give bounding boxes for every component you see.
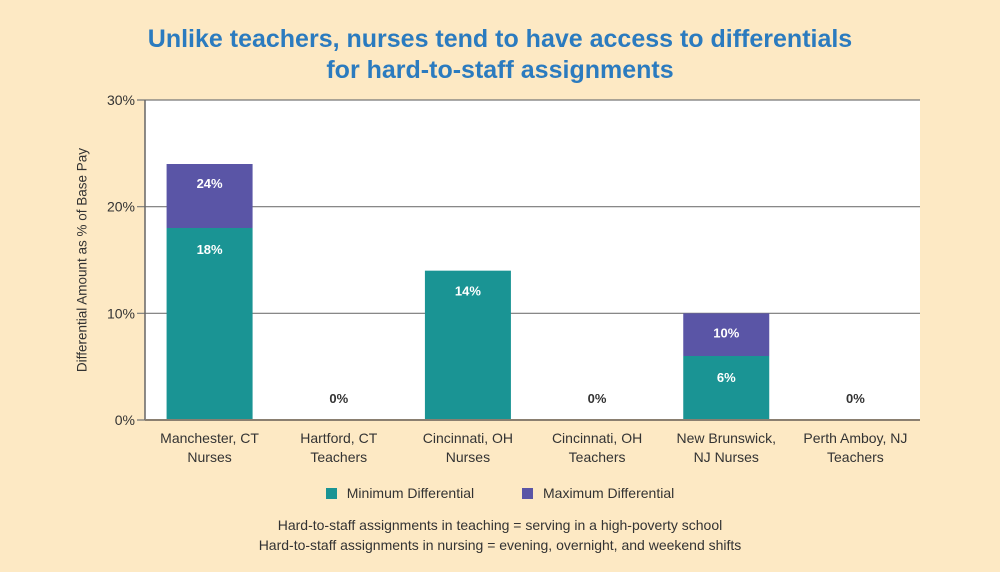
bar-chart: 0% 10% 20% 30% 24% 18% Manchester, CT Nurses 0% H…	[107, 92, 920, 465]
x-tick-label: Manchester, CT	[160, 430, 259, 446]
data-label-zero: 0%	[588, 391, 607, 406]
plot-area	[145, 100, 920, 420]
x-tick-label: NJ Nurses	[694, 449, 759, 465]
x-tick-label: Hartford, CT	[300, 430, 377, 446]
x-tick-label: Teachers	[569, 449, 626, 465]
legend-label: Maximum Differential	[543, 485, 675, 501]
data-label-zero: 0%	[329, 391, 348, 406]
legend: Minimum Differential Maximum Differentia…	[0, 485, 1000, 501]
y-tick-label: 30%	[107, 92, 135, 108]
note-nursing: Hard-to-staff assignments in nursing = e…	[258, 537, 742, 553]
x-tick-label: Nurses	[187, 449, 231, 465]
data-label-minimum: 18%	[197, 242, 223, 257]
x-tick-label: Nurses	[446, 449, 490, 465]
y-tick-label: 10%	[107, 305, 135, 321]
legend-item-maximum: Maximum Differential	[522, 485, 674, 501]
data-label-maximum: 24%	[197, 176, 223, 191]
x-tick-label: Teachers	[310, 449, 367, 465]
title-line-1: Unlike teachers, nurses tend to have acc…	[147, 25, 853, 53]
data-label-maximum: 10%	[713, 325, 739, 340]
data-label-minimum: 14%	[455, 284, 481, 299]
footnotes: Hard-to-staff assignments in teaching = …	[0, 515, 1000, 555]
data-label-minimum: 6%	[717, 370, 736, 385]
title-line-2: for hard-to-staff assignments	[326, 56, 674, 84]
y-tick-label: 20%	[107, 199, 135, 215]
x-tick-label: New Brunswick,	[676, 430, 776, 446]
x-tick-label: Perth Amboy, NJ	[803, 430, 907, 446]
legend-swatch	[325, 488, 337, 499]
x-tick-label: Cincinnati, OH	[423, 430, 513, 446]
chart-title: Unlike teachers, nurses tend to have acc…	[0, 24, 1000, 86]
legend-label: Minimum Differential	[346, 485, 475, 501]
note-teaching: Hard-to-staff assignments in teaching = …	[277, 517, 723, 533]
data-label-zero: 0%	[846, 391, 865, 406]
bar-minimum	[683, 356, 770, 420]
x-tick-label: Teachers	[827, 449, 884, 465]
bar-maximum	[683, 313, 770, 356]
bar-maximum	[166, 164, 253, 228]
legend-item-minimum: Minimum Differential	[325, 485, 475, 501]
x-tick-label: Cincinnati, OH	[552, 430, 642, 446]
legend-swatch	[522, 488, 533, 499]
bar-minimum	[424, 270, 511, 420]
y-tick-label: 0%	[115, 412, 135, 428]
bar-minimum	[166, 228, 253, 420]
